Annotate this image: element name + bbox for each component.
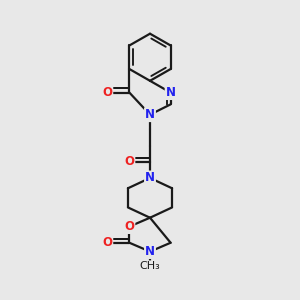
Text: N: N bbox=[166, 86, 176, 99]
Text: O: O bbox=[124, 155, 134, 168]
Text: N: N bbox=[145, 245, 155, 258]
Text: CH₃: CH₃ bbox=[140, 261, 160, 271]
Text: N: N bbox=[145, 172, 155, 184]
Text: O: O bbox=[102, 86, 112, 99]
Text: O: O bbox=[102, 236, 112, 249]
Text: O: O bbox=[124, 220, 134, 233]
Text: N: N bbox=[145, 108, 155, 121]
